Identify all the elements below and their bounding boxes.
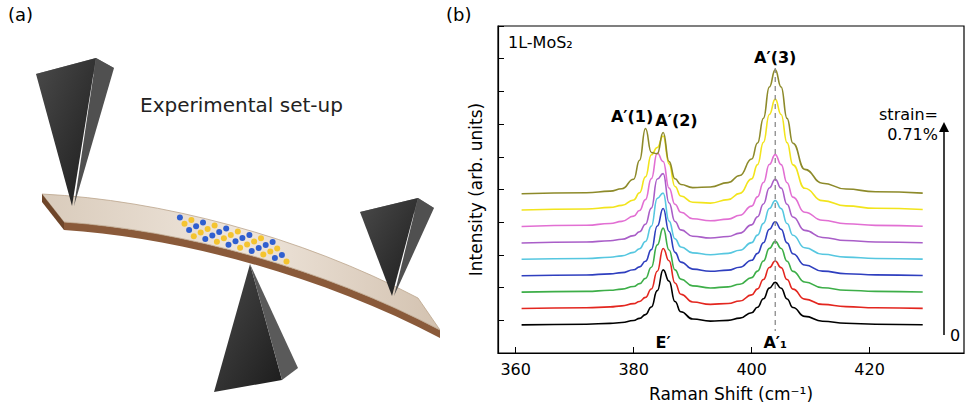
svg-text:A′(3): A′(3) [754, 48, 796, 67]
svg-text:420: 420 [854, 360, 885, 379]
svg-text:380: 380 [618, 360, 649, 379]
html-text:(a): (a) [8, 4, 34, 25]
svg-text:0: 0 [950, 326, 960, 345]
svg-text:E′: E′ [656, 333, 671, 352]
svg-text:strain=: strain= [879, 105, 938, 124]
svg-text:Raman Shift (cm⁻¹): Raman Shift (cm⁻¹) [649, 384, 813, 404]
svg-text:400: 400 [736, 360, 767, 379]
svg-text:Experimental set-up: Experimental set-up [140, 93, 343, 117]
svg-text:360: 360 [500, 360, 531, 379]
svg-text:1L-MoS₂: 1L-MoS₂ [508, 33, 573, 52]
svg-text:0.71%: 0.71% [887, 125, 938, 144]
svg-text:A′₁: A′₁ [763, 333, 787, 352]
svg-text:Intensity (arb. units): Intensity (arb. units) [466, 103, 486, 276]
svg-text:A′(1): A′(1) [611, 107, 653, 126]
html-text:(b): (b) [446, 4, 472, 25]
svg-text:A′(2): A′(2) [655, 111, 697, 130]
